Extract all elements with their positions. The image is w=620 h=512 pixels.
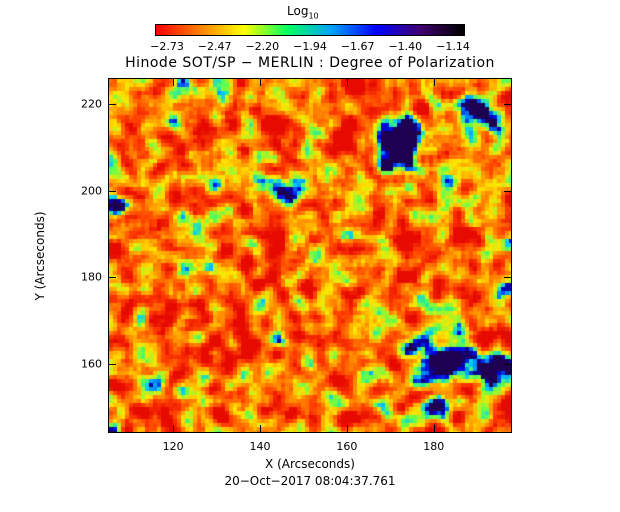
colorbar-title: Log10 bbox=[287, 4, 319, 20]
colorbar-tick-label: −1.40 bbox=[388, 40, 423, 53]
x-tick-mark bbox=[260, 78, 262, 86]
x-tick-mark bbox=[433, 78, 435, 86]
x-tick-label: 120 bbox=[162, 440, 184, 453]
colorbar bbox=[155, 24, 465, 36]
y-tick-mark bbox=[108, 277, 116, 279]
y-tick-label: 180 bbox=[81, 270, 102, 284]
timestamp: 20−Oct−2017 08:04:37.761 bbox=[224, 474, 396, 488]
colorbar-tick-label: −2.47 bbox=[197, 40, 232, 53]
x-tick-mark bbox=[173, 78, 175, 86]
y-tick-mark bbox=[108, 103, 116, 105]
y-tick-label: 160 bbox=[81, 357, 102, 371]
y-axis-label: Y (Arcseconds) bbox=[33, 211, 47, 301]
y-tick-label: 200 bbox=[81, 184, 102, 198]
x-tick-mark bbox=[346, 78, 348, 86]
x-tick-mark bbox=[433, 425, 435, 433]
colorbar-tick-label: −1.14 bbox=[436, 40, 470, 53]
y-tick-mark bbox=[504, 363, 512, 365]
x-tick-mark bbox=[260, 425, 262, 433]
colorbar-tick-label: −1.94 bbox=[293, 40, 327, 53]
y-tick-mark bbox=[108, 363, 116, 365]
x-tick-label: 140 bbox=[249, 440, 271, 453]
colorbar-title-text: Log bbox=[287, 4, 309, 18]
x-tick-label: 180 bbox=[423, 440, 445, 453]
x-axis-label: X (Arcseconds) bbox=[265, 457, 355, 471]
y-tick-mark bbox=[504, 277, 512, 279]
y-tick-mark bbox=[108, 190, 116, 192]
colorbar-tick-label: −2.20 bbox=[245, 40, 280, 53]
y-tick-mark bbox=[504, 103, 512, 105]
polarization-map-image bbox=[109, 79, 511, 432]
plot-frame bbox=[108, 78, 512, 433]
colorbar-tick-label: −2.73 bbox=[150, 40, 184, 53]
y-tick-mark bbox=[504, 190, 512, 192]
x-tick-mark bbox=[346, 425, 348, 433]
colorbar-tick-label: −1.67 bbox=[340, 40, 375, 53]
x-tick-mark bbox=[173, 425, 175, 433]
x-tick-label: 160 bbox=[336, 440, 358, 453]
y-tick-label: 220 bbox=[81, 97, 102, 111]
colorbar-title-subscript: 10 bbox=[308, 11, 319, 21]
plot-title: Hinode SOT/SP − MERLIN : Degree of Polar… bbox=[125, 55, 495, 71]
